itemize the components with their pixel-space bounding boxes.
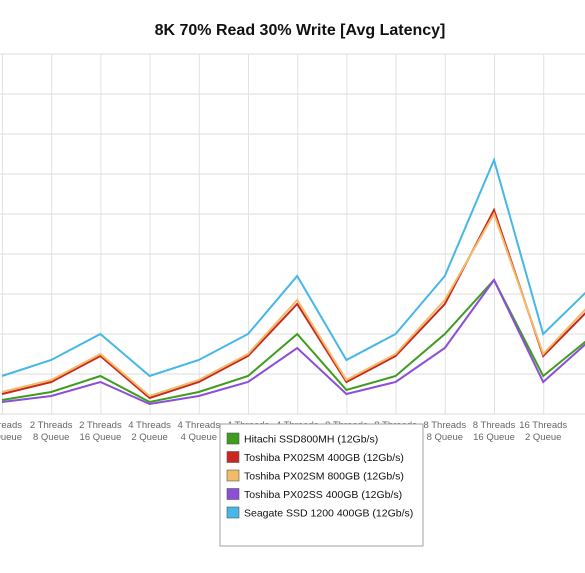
x-tick-label: 4 Queue xyxy=(181,432,217,443)
legend-entry-label: Toshiba PX02SM 400GB (12Gb/s) xyxy=(244,452,404,464)
series-line-5 xyxy=(1,156,585,378)
x-tick-label: 2 Threads xyxy=(79,420,122,431)
legend-swatch xyxy=(226,488,240,500)
series-line-3 xyxy=(1,211,585,398)
series-line-4 xyxy=(1,278,585,406)
series-line-2 xyxy=(1,207,585,400)
x-tick-label: Threads xyxy=(0,420,22,431)
x-tick-label: 2 Queue xyxy=(131,432,167,443)
legend-swatch xyxy=(226,469,240,482)
x-tick-label: 4 Threads xyxy=(128,420,171,431)
legend-entry-label: Toshiba PX02SM 800GB (12Gb/s) xyxy=(244,471,404,483)
x-tick-label: Queue xyxy=(0,432,22,443)
series-lines xyxy=(1,156,585,406)
x-tick-label: 8 Threads xyxy=(473,420,516,431)
legend-entry-label: Seagate SSD 1200 400GB (12Gb/s) xyxy=(244,508,413,520)
series-line-1 xyxy=(1,278,585,404)
legend-entry-label: Toshiba PX02SS 400GB (12Gb/s) xyxy=(244,489,402,501)
x-tick-label: 8 Queue xyxy=(33,432,69,443)
x-tick-label: 16 Queue xyxy=(473,432,515,443)
x-tick-label: 8 Threads xyxy=(423,420,466,431)
x-tick-label: 8 Queue xyxy=(427,432,463,443)
x-tick-label: 2 Threads xyxy=(30,420,73,431)
legend-swatch xyxy=(226,432,240,445)
legend-entry-label: Hitachi SSD800MH (12Gb/s) xyxy=(244,434,378,446)
legend: Hitachi SSD800MH (12Gb/s) Toshiba PX02SM … xyxy=(219,423,424,547)
legend-swatch xyxy=(226,506,240,519)
x-tick-label: 4 Threads xyxy=(177,420,220,431)
legend-swatch xyxy=(226,451,240,463)
x-tick-label: 16 Threads xyxy=(519,420,567,431)
chart-title: 8K 70% Read 30% Write [Avg Latency] xyxy=(155,22,446,39)
x-tick-label: 16 Queue xyxy=(80,432,122,443)
legend-box xyxy=(219,423,424,547)
x-tick-label: 2 Queue xyxy=(525,432,561,443)
